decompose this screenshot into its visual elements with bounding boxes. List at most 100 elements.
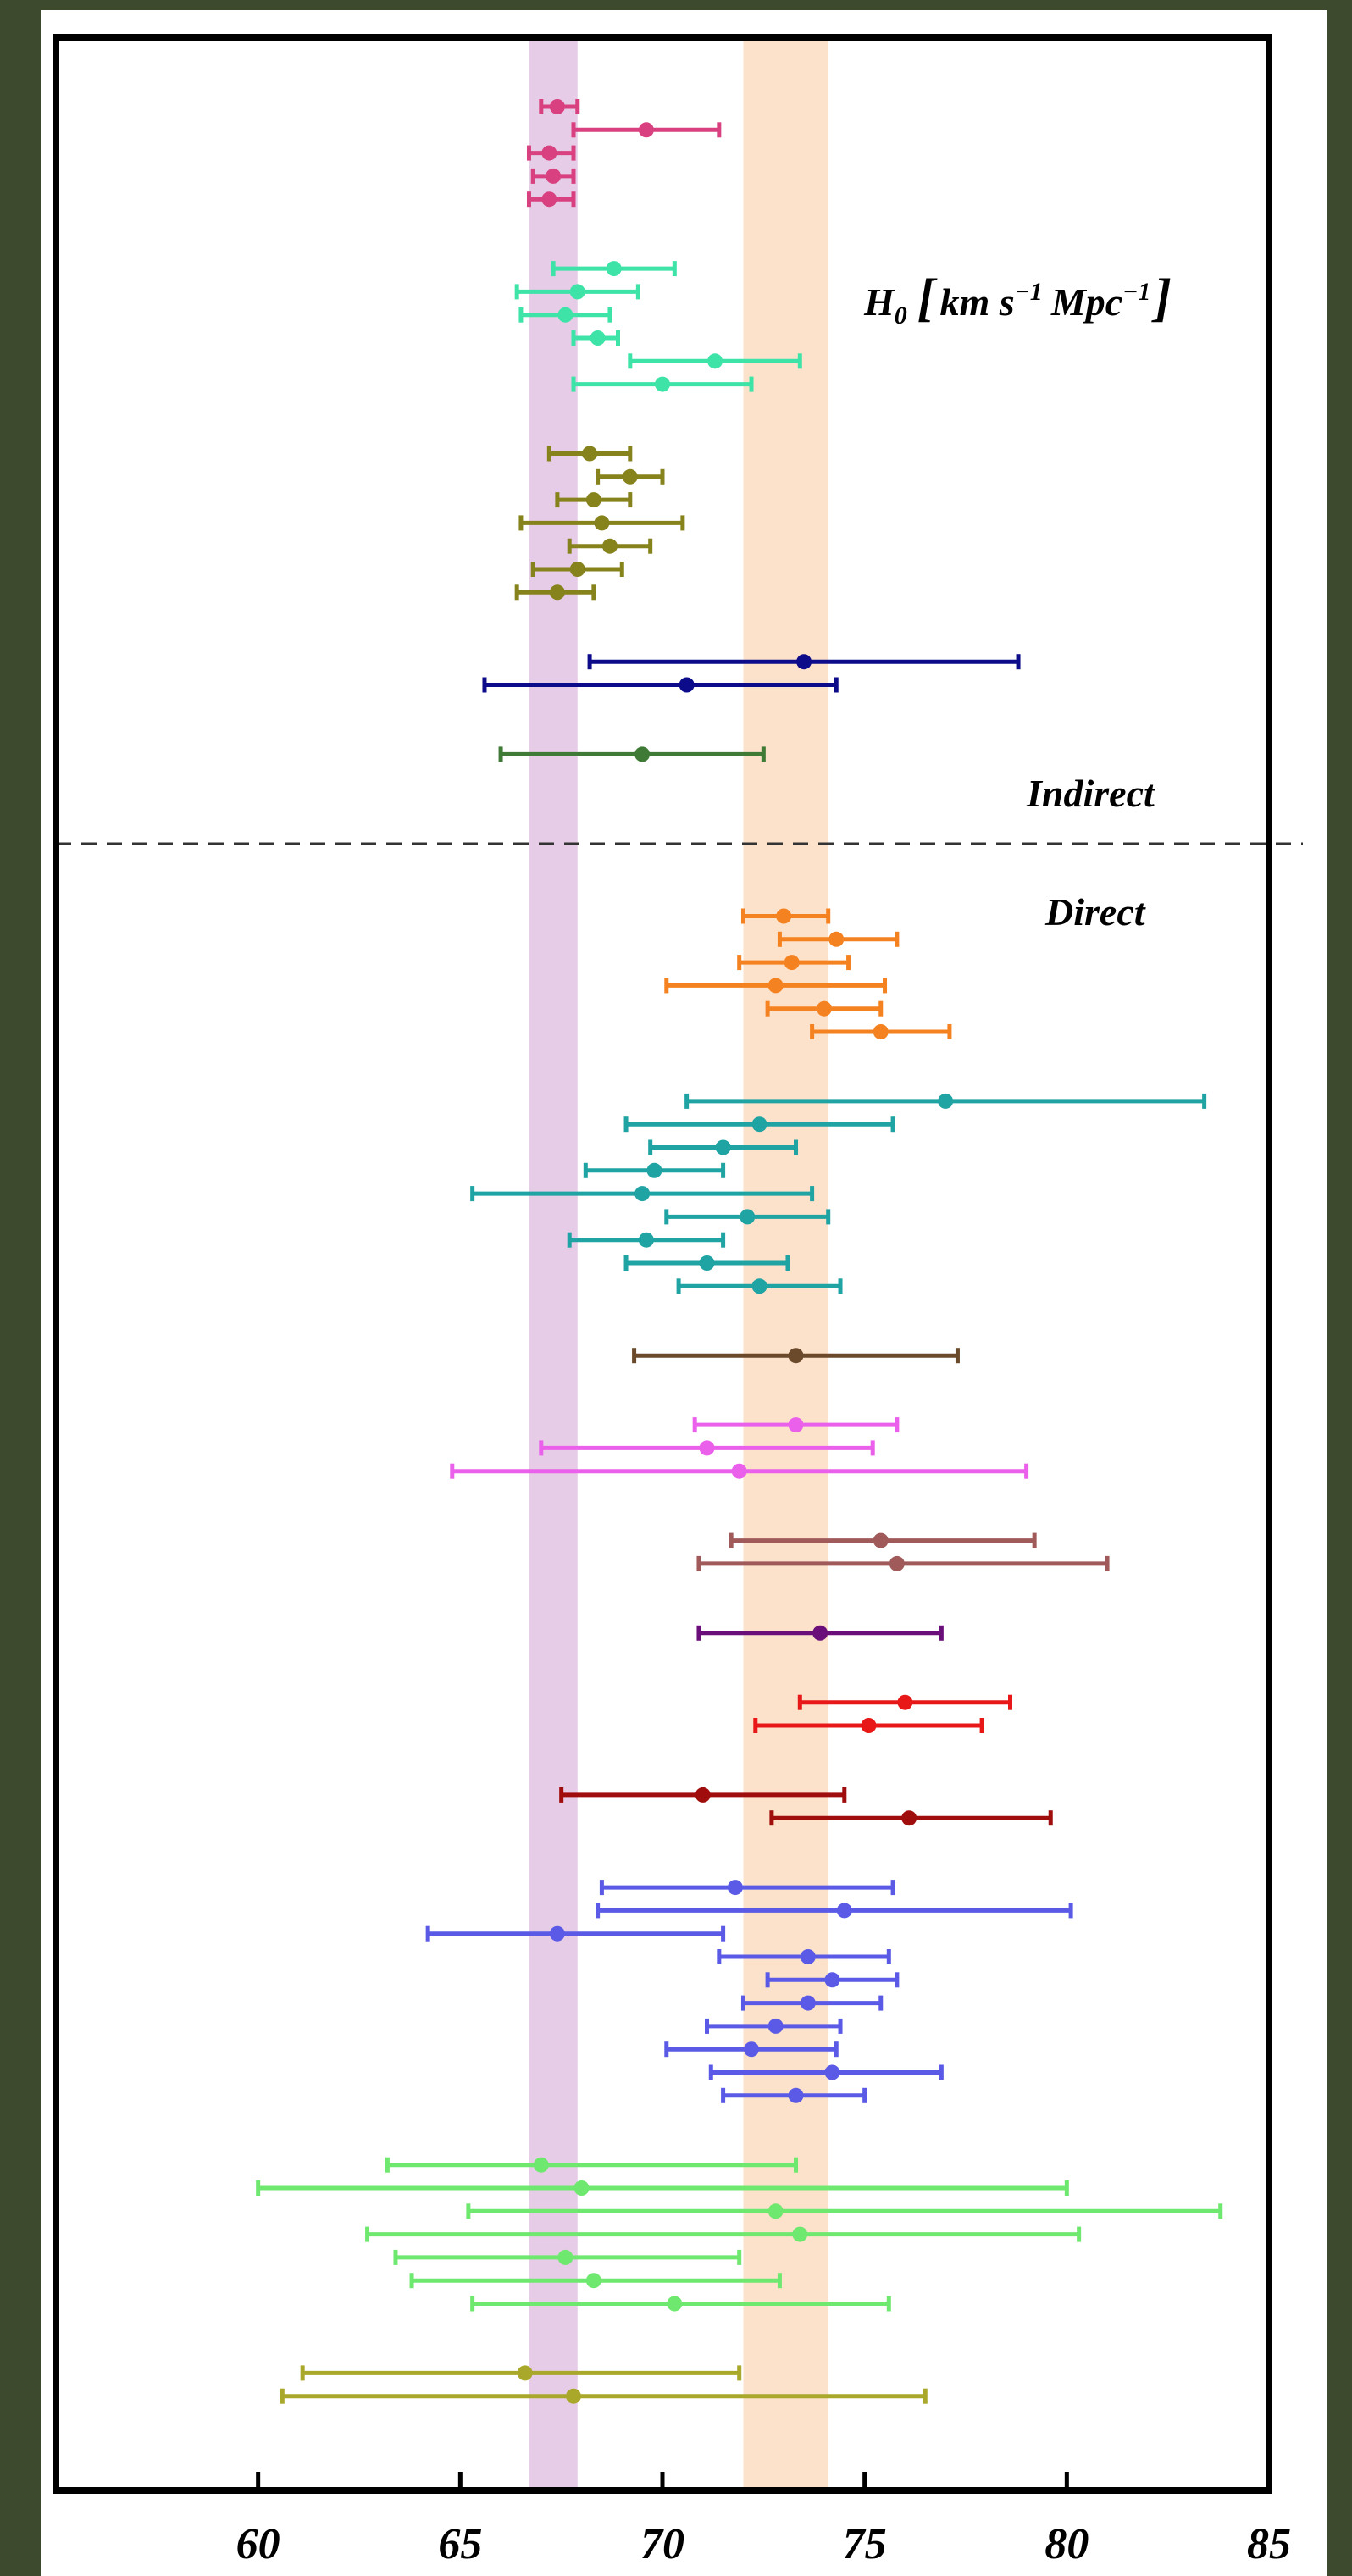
measurement-13-2 bbox=[425, 1925, 726, 1942]
data-point bbox=[638, 122, 654, 138]
measurement-9-1 bbox=[696, 1555, 1110, 1571]
measurement-13-6 bbox=[705, 2018, 843, 2034]
data-point bbox=[541, 145, 557, 161]
measurement-6-8 bbox=[676, 1278, 843, 1294]
measurement-0-0 bbox=[539, 99, 580, 114]
data-point bbox=[585, 492, 601, 508]
measurement-1-4 bbox=[628, 353, 802, 369]
x-tick-label-80: 80 bbox=[1044, 2520, 1089, 2568]
data-point bbox=[573, 2180, 590, 2196]
units-close-bracket: ] bbox=[1150, 269, 1172, 327]
measurement-8-2 bbox=[450, 1463, 1029, 1479]
data-point bbox=[606, 261, 622, 277]
data-point bbox=[634, 1186, 651, 1202]
measurement-3-0 bbox=[587, 654, 1021, 670]
measurement-0-2 bbox=[526, 145, 576, 161]
measurement-1-0 bbox=[551, 261, 677, 277]
data-point bbox=[546, 168, 562, 184]
measurement-5-3 bbox=[664, 978, 888, 994]
units-mpc: Mpc bbox=[1050, 280, 1122, 324]
measurement-13-7 bbox=[664, 2041, 839, 2058]
data-point bbox=[816, 1000, 832, 1017]
data-point bbox=[788, 1417, 804, 1433]
data-point bbox=[699, 1255, 715, 1271]
measurement-11-0 bbox=[797, 1694, 1013, 1710]
measurement-6-1 bbox=[623, 1116, 895, 1133]
data-point bbox=[582, 446, 598, 462]
x-tick-label-60: 60 bbox=[236, 2520, 280, 2568]
measurement-14-2 bbox=[466, 2203, 1223, 2219]
measurement-3-1 bbox=[482, 677, 839, 693]
measurement-1-3 bbox=[571, 330, 620, 346]
measurement-13-9 bbox=[721, 2087, 867, 2103]
data-point bbox=[646, 1162, 662, 1178]
data-point bbox=[788, 2087, 804, 2103]
data-point bbox=[557, 307, 573, 323]
indirect-label: Indirect bbox=[1026, 772, 1155, 815]
data-point bbox=[889, 1555, 905, 1571]
measurement-2-1 bbox=[596, 468, 665, 485]
measurement-2-5 bbox=[530, 562, 624, 577]
data-point bbox=[800, 1949, 816, 1964]
data-point bbox=[655, 376, 670, 392]
measurement-1-2 bbox=[518, 307, 612, 323]
data-point bbox=[767, 2018, 784, 2034]
data-point bbox=[590, 330, 606, 346]
data-point bbox=[638, 1232, 654, 1248]
measurement-13-0 bbox=[599, 1880, 895, 1896]
data-point bbox=[731, 1463, 747, 1479]
measurement-2-2 bbox=[555, 492, 633, 508]
data-point bbox=[569, 562, 585, 577]
measurement-0-4 bbox=[526, 191, 576, 208]
measurement-8-0 bbox=[692, 1417, 900, 1433]
measurement-0-1 bbox=[571, 122, 722, 138]
measurement-14-5 bbox=[409, 2273, 782, 2289]
data-point bbox=[601, 538, 618, 554]
x-tick-label-75: 75 bbox=[843, 2520, 887, 2568]
data-point bbox=[533, 2157, 549, 2173]
measurement-5-0 bbox=[740, 908, 831, 924]
units-exp1: −1 bbox=[1015, 278, 1043, 306]
data-point bbox=[622, 468, 638, 485]
data-point bbox=[767, 2203, 784, 2219]
data-point bbox=[679, 677, 695, 693]
data-point bbox=[938, 1093, 954, 1109]
chart-panel: 60 65 70 75 80 85 H0[km s−1 Mpc−1] Indirect Di… bbox=[41, 10, 1327, 2576]
measurement-12-1 bbox=[769, 1810, 1053, 1826]
units-body: km s bbox=[939, 280, 1014, 324]
measurement-6-3 bbox=[583, 1162, 726, 1178]
measurement-2-4 bbox=[567, 538, 653, 554]
measurement-5-4 bbox=[765, 1000, 884, 1017]
data-point bbox=[569, 284, 585, 300]
data-point bbox=[585, 2273, 601, 2289]
measurement-6-0 bbox=[684, 1093, 1207, 1109]
measurement-6-7 bbox=[623, 1255, 790, 1271]
data-point bbox=[695, 1787, 711, 1803]
x-tick-label-85: 85 bbox=[1247, 2520, 1291, 2568]
measurement-5-2 bbox=[737, 955, 851, 971]
measurement-2-6 bbox=[514, 584, 596, 601]
data-point bbox=[792, 2226, 808, 2242]
measurement-1-5 bbox=[571, 376, 754, 392]
units-sub: 0 bbox=[895, 302, 907, 330]
measurement-14-6 bbox=[470, 2296, 891, 2312]
units-exp2: −1 bbox=[1122, 278, 1150, 306]
data-point bbox=[897, 1694, 913, 1710]
data-point bbox=[517, 2365, 533, 2381]
data-point bbox=[901, 1810, 917, 1826]
data-point bbox=[800, 1995, 816, 2011]
measurement-13-8 bbox=[708, 2064, 944, 2080]
measurement-6-4 bbox=[470, 1186, 815, 1202]
measurement-15-1 bbox=[280, 2388, 928, 2404]
data-point bbox=[828, 931, 845, 947]
measurement-13-4 bbox=[765, 1972, 900, 1988]
data-point bbox=[594, 515, 610, 531]
measurement-14-4 bbox=[393, 2249, 742, 2265]
direct-label: Direct bbox=[1044, 890, 1146, 933]
measurement-7-0 bbox=[632, 1348, 960, 1364]
data-point bbox=[776, 908, 792, 924]
measurement-13-5 bbox=[740, 1995, 884, 2011]
data-point bbox=[541, 191, 557, 208]
data-point bbox=[812, 1625, 828, 1641]
data-point bbox=[751, 1278, 767, 1294]
